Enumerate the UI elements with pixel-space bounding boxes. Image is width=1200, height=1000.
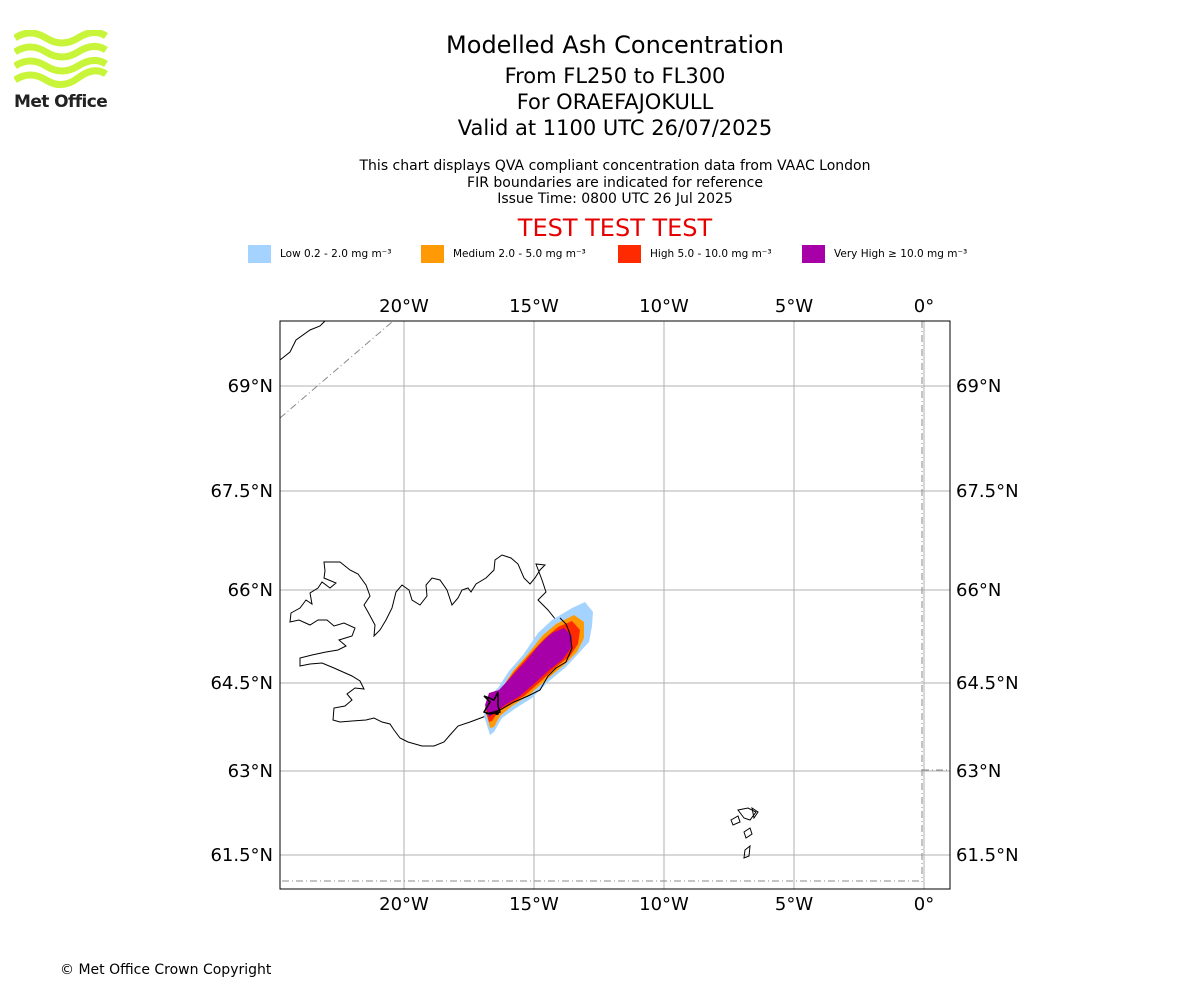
legend-label-high: High 5.0 - 10.0 mg m⁻³	[650, 248, 772, 260]
ash-very-high	[485, 628, 572, 717]
lat-tick-right-5: 63°N	[956, 761, 1001, 782]
legend-item-medium: Medium 2.0 - 5.0 mg m⁻³	[421, 244, 586, 264]
legend-item-high: High 5.0 - 10.0 mg m⁻³	[618, 244, 772, 264]
legend-item-very-high: Very High ≥ 10.0 mg m⁻³	[802, 244, 967, 264]
lat-tick-right-2: 67.5°N	[956, 481, 1019, 502]
copyright: © Met Office Crown Copyright	[60, 962, 272, 978]
legend-swatch-very-high	[802, 245, 825, 263]
description-line-2: FIR boundaries are indicated for referen…	[467, 174, 763, 191]
legend-swatch-high	[618, 245, 641, 263]
lat-tick-left-2: 67.5°N	[210, 481, 273, 502]
lat-tick-right-6: 61.5°N	[956, 845, 1019, 866]
volcano-point	[495, 711, 499, 715]
lon-tick-top-5: 0°	[914, 296, 934, 317]
lat-tick-left-1: 69°N	[228, 376, 273, 397]
legend-label-very-high: Very High ≥ 10.0 mg m⁻³	[834, 248, 968, 260]
lat-tick-right-4: 64.5°N	[956, 673, 1019, 694]
lon-tick-bottom-5: 0°	[914, 894, 934, 915]
lat-tick-left-5: 63°N	[228, 761, 273, 782]
lon-tick-bottom-3: 10°W	[639, 894, 689, 915]
fir-boundaries	[280, 321, 950, 882]
description-line-1: This chart displays QVA compliant concen…	[359, 158, 871, 174]
volcano-name: For ORAEFAJOKULL	[516, 90, 714, 114]
valid-time: Valid at 1100 UTC 26/07/2025	[457, 116, 773, 140]
lat-tick-left-3: 66°N	[228, 580, 273, 601]
volcano-marker-icon	[482, 691, 501, 715]
legend-label-medium: Medium 2.0 - 5.0 mg m⁻³	[453, 248, 586, 260]
flight-levels: From FL250 to FL300	[504, 64, 726, 88]
lat-tick-right-3: 66°N	[956, 580, 1001, 601]
greenland-coastline	[280, 321, 326, 361]
lat-tick-left-4: 64.5°N	[210, 673, 273, 694]
test-banner: TEST TEST TEST	[517, 214, 713, 242]
lat-tick-right-1: 69°N	[956, 376, 1001, 397]
gridlines	[280, 321, 950, 889]
issue-time: Issue Time: 0800 UTC 26 Jul 2025	[497, 191, 733, 207]
lon-tick-top-4: 5°W	[775, 296, 813, 317]
chart-title: Modelled Ash Concentration	[446, 31, 784, 59]
legend-swatch-low	[248, 245, 271, 263]
met-office-logo: Met Office	[13, 29, 109, 112]
faroe-islands	[730, 806, 759, 859]
legend-label-low: Low 0.2 - 2.0 mg m⁻³	[280, 248, 392, 260]
lat-tick-left-6: 61.5°N	[210, 845, 273, 866]
iceland-se-coastline	[485, 617, 573, 715]
legend-item-low: Low 0.2 - 2.0 mg m⁻³	[248, 244, 391, 264]
lon-tick-bottom-4: 5°W	[775, 894, 813, 915]
legend: Low 0.2 - 2.0 mg m⁻³ Medium 2.0 - 5.0 mg…	[0, 244, 1200, 266]
lon-tick-top-1: 20°W	[379, 296, 429, 317]
lon-tick-top-3: 10°W	[639, 296, 689, 317]
legend-swatch-medium	[421, 245, 444, 263]
lon-tick-bottom-2: 15°W	[509, 894, 559, 915]
met-office-wave-icon	[13, 29, 108, 88]
map-frame	[279, 320, 951, 890]
lon-tick-bottom-1: 20°W	[379, 894, 429, 915]
lon-tick-top-2: 15°W	[509, 296, 559, 317]
logo-text: Met Office	[14, 92, 108, 112]
chart-description: This chart displays QVA compliant concen…	[215, 158, 1015, 208]
